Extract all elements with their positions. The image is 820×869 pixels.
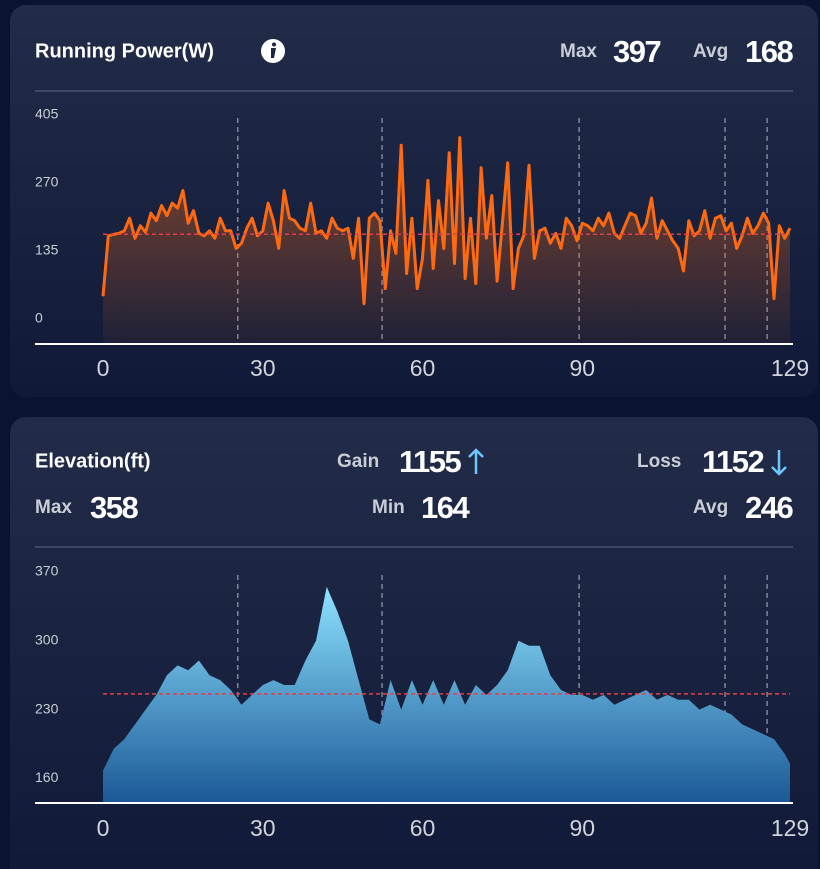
x-tick-label: 60 <box>410 355 436 381</box>
y-tick-label: 230 <box>35 700 59 716</box>
area <box>103 137 790 344</box>
info-icon[interactable] <box>261 39 285 63</box>
x-tick-label: 90 <box>570 355 596 381</box>
y-tick-label: 300 <box>35 632 59 648</box>
stat-value: 1155 <box>399 444 462 479</box>
chart-title: Elevation(ft) <box>35 450 151 472</box>
stat-value: 164 <box>421 490 470 525</box>
x-tick-label: 129 <box>771 815 809 841</box>
stat-label: Gain <box>337 451 379 472</box>
stat-value: 1152 <box>702 444 764 479</box>
gain-arrow <box>468 448 484 474</box>
stat-label: Avg <box>693 41 728 62</box>
loss-arrow <box>771 450 787 476</box>
area <box>103 586 790 803</box>
y-tick-label: 160 <box>35 769 59 785</box>
y-tick-label: 370 <box>35 563 59 579</box>
x-tick-label: 129 <box>771 355 809 381</box>
line <box>101 136 792 306</box>
stat-value: 358 <box>90 490 138 525</box>
y-tick-label: 0 <box>35 310 43 326</box>
stat-value: 397 <box>613 34 660 69</box>
x-tick-label: 30 <box>250 355 276 381</box>
x-tick-label: 30 <box>250 815 276 841</box>
y-tick-label: 135 <box>35 242 59 258</box>
stat-value: 168 <box>745 34 793 69</box>
x-tick-label: 90 <box>570 815 596 841</box>
stat-label: Loss <box>637 451 681 472</box>
stat-label: Max <box>35 497 72 518</box>
y-tick-label: 270 <box>35 174 59 190</box>
stat-label: Min <box>372 497 405 518</box>
chart-title: Running Power(W) <box>35 40 214 62</box>
stat-label: Max <box>560 41 597 62</box>
y-tick-label: 405 <box>35 106 59 122</box>
x-tick-label: 0 <box>97 355 110 381</box>
stat-label: Avg <box>693 497 728 518</box>
stat-value: 246 <box>745 490 793 525</box>
x-tick-label: 60 <box>410 815 436 841</box>
x-tick-label: 0 <box>97 815 110 841</box>
